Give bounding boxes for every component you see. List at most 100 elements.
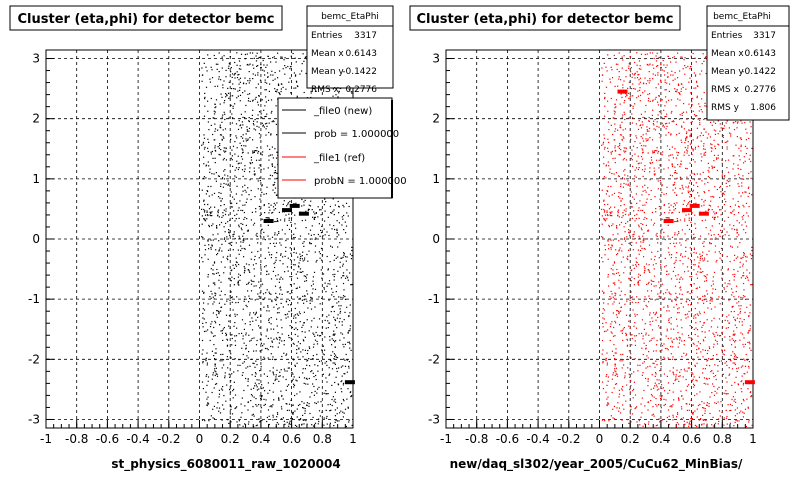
data-point [653,151,655,153]
data-point [619,124,621,126]
data-point [303,402,305,404]
hotspot [282,208,292,213]
data-point [710,326,712,328]
data-point [234,322,236,324]
data-point [703,322,705,324]
data-point [280,88,282,90]
data-point [620,183,622,185]
data-point [320,259,323,261]
data-point [235,257,237,259]
data-point [265,193,267,195]
data-point [626,356,628,358]
data-point [260,398,262,400]
data-point [270,353,272,355]
data-point [739,412,741,414]
data-point [301,299,303,301]
data-point [270,74,272,76]
data-point [225,183,227,185]
data-point [212,296,214,298]
data-point [744,191,746,193]
stats-label: Entries [311,31,343,41]
data-point [294,223,296,225]
data-point [294,57,296,59]
data-point [626,257,628,259]
plot-area: -1 -0.8 -0.6 -0.4 -0.2 0 0.2 0.4 0.6 0.8 1-3-2-101… [28,49,357,446]
data-point [204,105,206,107]
data-point [336,370,338,373]
data-point [702,339,704,341]
data-point [245,334,247,336]
data-point [259,177,261,179]
data-point [259,370,261,372]
data-point [209,214,211,216]
data-point [238,79,240,81]
data-point [728,314,730,316]
data-point [292,404,294,406]
data-point [651,414,653,416]
data-point [615,172,617,174]
data-point [201,215,203,217]
data-point [248,334,250,336]
data-point [688,154,690,156]
data-point [203,291,205,293]
data-point [721,297,723,299]
data-point [287,270,289,272]
data-point [736,413,738,415]
data-point [314,90,317,92]
data-point [604,210,606,212]
data-point [311,370,313,372]
data-point [723,288,725,290]
data-point [721,193,723,195]
data-point [339,266,341,268]
data-point [684,57,686,59]
data-point [227,180,229,182]
data-point [682,111,685,113]
data-point [234,358,236,360]
data-point [742,398,744,401]
stats-value: -0.1422 [342,67,377,77]
data-point [649,312,651,314]
data-point [201,236,203,238]
data-point [232,309,234,311]
x-tick-label: -0.2 [157,432,180,446]
data-point [333,334,335,336]
data-point [714,133,716,135]
data-point [633,278,635,280]
data-point [724,336,726,338]
data-point [268,251,270,253]
data-point [697,302,699,304]
data-point [248,127,251,129]
data-point [694,161,696,163]
data-point [336,302,338,304]
data-point [725,409,727,411]
data-point [271,300,273,303]
data-point [745,260,747,262]
data-point [343,254,345,256]
data-point [229,56,231,58]
data-point [227,184,229,186]
data-point [220,281,222,283]
data-point [733,296,735,298]
data-point [635,261,637,263]
y-tick-label: 1 [432,172,440,186]
data-point [341,321,343,323]
data-point [253,285,255,287]
data-point [644,216,646,219]
data-point [237,282,239,284]
data-point [704,257,706,259]
data-point [273,202,275,204]
data-point [255,55,257,57]
data-point [614,363,616,365]
data-point [290,92,292,94]
data-point [744,343,746,345]
data-point [266,310,268,312]
data-point [245,367,247,369]
data-point [641,374,643,376]
data-point [633,371,635,373]
legend-label: _file0 (new) [313,106,372,117]
data-point [245,83,247,85]
data-point [625,69,627,71]
data-point [329,339,331,341]
data-point [648,194,650,196]
data-point [693,386,695,388]
